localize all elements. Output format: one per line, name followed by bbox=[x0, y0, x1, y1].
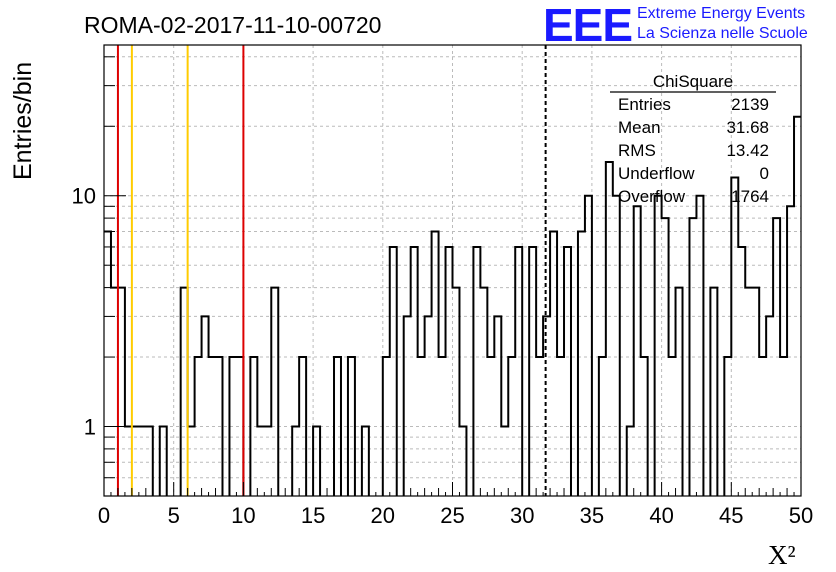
y-axis-label: Entries/bin bbox=[9, 62, 37, 180]
x-tick-label: 20 bbox=[371, 503, 395, 528]
x-tick-label: 15 bbox=[301, 503, 325, 528]
stats-value: 31.68 bbox=[726, 118, 769, 137]
stats-label: RMS bbox=[618, 141, 656, 160]
histogram-layer bbox=[104, 115, 801, 496]
stats-label: Overflow bbox=[618, 187, 686, 206]
stats-label: Entries bbox=[618, 95, 671, 114]
histogram-bins bbox=[104, 115, 801, 496]
stats-value: 2139 bbox=[731, 95, 769, 114]
x-tick-label: 10 bbox=[231, 503, 255, 528]
stats-value: 1764 bbox=[731, 187, 769, 206]
axis-ticks: 0 5 10 15 20 25 30 35 40 45 50 1 10 bbox=[72, 56, 813, 528]
x-tick-label: 5 bbox=[168, 503, 180, 528]
logo-line-2: La Scienza nelle Scuole bbox=[637, 25, 808, 42]
x-tick-label: 40 bbox=[649, 503, 673, 528]
stats-value: 0 bbox=[760, 164, 769, 183]
logo-line-1: Extreme Energy Events bbox=[637, 5, 806, 22]
y-tick-label: 10 bbox=[72, 184, 96, 209]
marker-lines-layer bbox=[116, 45, 547, 496]
x-tick-label: 35 bbox=[580, 503, 604, 528]
x-axis-label: X² bbox=[768, 540, 796, 570]
x-tick-label: 0 bbox=[98, 503, 110, 528]
x-tick-label: 50 bbox=[789, 503, 813, 528]
stats-label: Underflow bbox=[618, 164, 695, 183]
x-tick-label: 25 bbox=[440, 503, 464, 528]
stats-label: Mean bbox=[618, 118, 661, 137]
x-tick-label: 30 bbox=[510, 503, 534, 528]
eee-logo: EEE bbox=[543, 0, 633, 51]
stats-rows: Entries 2139 Mean 31.68 RMS 13.42 Underflow 0 Ov… bbox=[618, 95, 769, 206]
y-tick-label: 1 bbox=[84, 415, 96, 440]
stats-value: 13.42 bbox=[726, 141, 769, 160]
x-tick-label: 45 bbox=[719, 503, 743, 528]
stats-box: ChiSquare Entries 2139 Mean 31.68 RMS 13.42 Un… bbox=[610, 72, 776, 206]
stats-title: ChiSquare bbox=[653, 72, 733, 91]
plot-title: ROMA-02-2017-11-10-00720 bbox=[84, 12, 381, 38]
